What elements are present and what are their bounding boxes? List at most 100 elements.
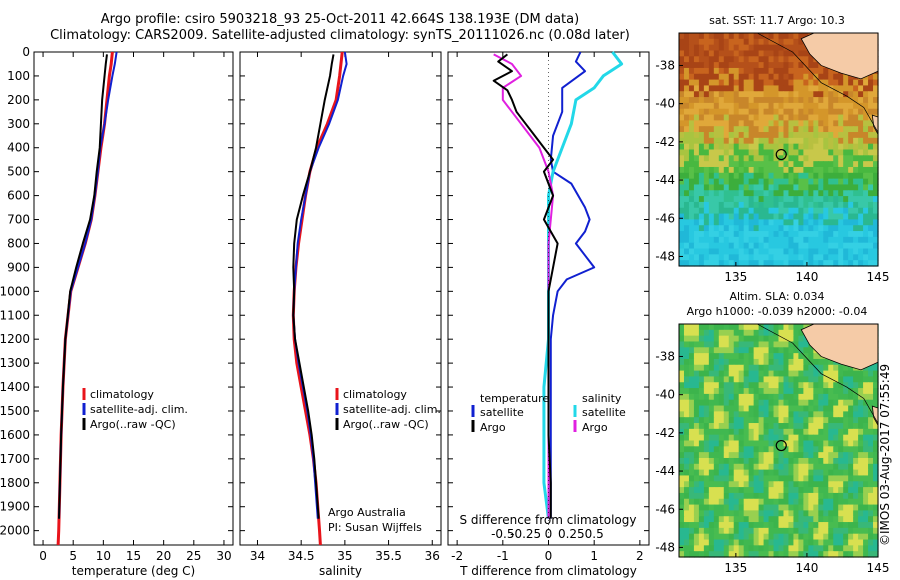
map-cell	[698, 358, 705, 366]
map-cell	[698, 551, 705, 558]
map-cell	[798, 370, 804, 378]
map-cell	[778, 132, 785, 139]
map-cell	[788, 149, 795, 156]
map-cell	[823, 498, 829, 506]
map-cell	[693, 190, 700, 197]
map-cell	[679, 539, 685, 546]
map-cell	[688, 132, 695, 139]
map-cell	[823, 522, 829, 529]
map-cell	[843, 260, 849, 267]
map-cell	[718, 539, 725, 546]
map-cell	[748, 114, 755, 121]
map-cell	[788, 242, 795, 250]
map-cell	[708, 85, 715, 92]
map-cell	[793, 504, 799, 511]
map-cell	[788, 498, 795, 506]
map-cell	[703, 161, 710, 168]
map-cell	[733, 114, 740, 121]
map-cell	[798, 539, 804, 546]
map-cell	[783, 225, 790, 232]
map-cell	[868, 248, 874, 255]
map-cell	[683, 481, 690, 488]
map-cell	[773, 38, 780, 46]
map-cell	[783, 376, 790, 383]
map-cell	[793, 335, 799, 343]
map-cell	[793, 405, 799, 412]
map-cell	[763, 347, 770, 354]
map-cell	[793, 62, 799, 69]
map-cell	[823, 481, 829, 488]
map-cell	[868, 155, 874, 162]
map-cell	[873, 137, 879, 145]
map-cell	[803, 516, 809, 523]
map-cell	[843, 423, 849, 430]
map-cell	[783, 324, 790, 331]
map-cell	[698, 120, 705, 127]
map-cell	[788, 207, 795, 215]
map-cell	[828, 423, 834, 430]
map-cell	[833, 376, 839, 383]
map-cell	[873, 219, 879, 226]
map-cell	[813, 91, 819, 98]
map-cell	[813, 527, 819, 535]
map-cell	[828, 231, 834, 238]
map-cell	[688, 545, 695, 552]
map-cell	[753, 260, 760, 267]
map-cell	[763, 161, 770, 168]
map-cell	[723, 231, 730, 238]
y-tick-label: 500	[7, 165, 30, 179]
map-cell	[783, 114, 790, 121]
map-cell	[778, 190, 785, 197]
map-cell	[778, 522, 785, 529]
map-cell	[708, 62, 715, 69]
map-cell	[723, 341, 730, 348]
map-cell	[743, 428, 750, 436]
map-cell	[843, 551, 849, 558]
map-cell	[753, 405, 760, 412]
map-cell	[679, 510, 685, 517]
map-cell	[808, 364, 814, 372]
sla-map-subtitle: Argo h1000: -0.039 h2000: -0.04	[686, 305, 868, 318]
map-cell	[743, 393, 750, 401]
legend-label: Argo	[582, 421, 608, 434]
map-cell	[698, 405, 705, 412]
map-cell	[838, 487, 844, 494]
map-cell	[768, 102, 775, 110]
map-cell	[803, 492, 809, 500]
map-cell	[679, 405, 685, 412]
map-cell	[758, 236, 765, 244]
map-cell	[803, 382, 809, 389]
map-cell	[758, 62, 765, 69]
map-cell	[688, 231, 695, 238]
map-cell	[758, 533, 765, 541]
map-cell	[753, 335, 760, 343]
map-cell	[758, 161, 765, 168]
map-cell	[693, 347, 700, 354]
map-cell	[718, 341, 725, 348]
map-cell	[868, 463, 874, 471]
map-cell	[838, 85, 844, 92]
map-cell	[758, 329, 765, 337]
map-cell	[753, 161, 760, 168]
map-cell	[768, 358, 775, 366]
map-cell	[858, 178, 864, 186]
map-cell	[773, 44, 780, 52]
map-cell	[743, 38, 750, 46]
map-cell	[813, 382, 819, 389]
map-cell	[763, 510, 770, 517]
map-cell	[718, 260, 725, 267]
map-cell	[693, 79, 700, 87]
map-cell	[813, 411, 819, 418]
map-cell	[813, 120, 819, 127]
map-cell	[818, 446, 824, 453]
map-cell	[688, 44, 695, 52]
map-cell	[803, 73, 809, 81]
map-cell	[748, 405, 755, 412]
map-cell	[753, 487, 760, 494]
map-cell	[803, 62, 809, 69]
map-cell	[778, 143, 785, 151]
map-cell	[778, 149, 785, 156]
map-cell	[723, 196, 730, 203]
map-cell	[843, 166, 849, 174]
map-cell	[693, 213, 700, 220]
